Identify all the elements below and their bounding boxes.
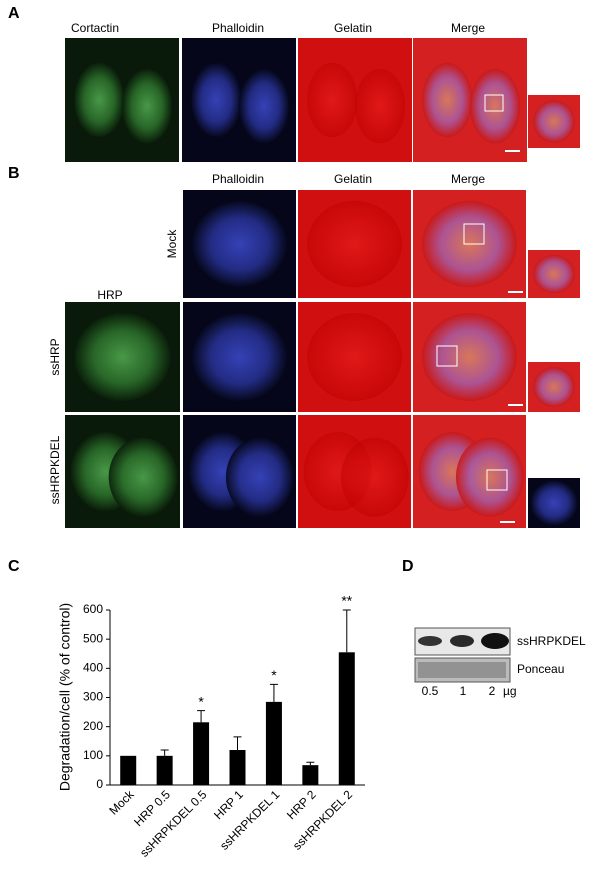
- row-label: Mock: [165, 229, 179, 259]
- column-label: Cortactin: [71, 21, 119, 35]
- y-tick-label: 500: [83, 631, 103, 645]
- lane-label: 1: [460, 684, 467, 698]
- cell: [422, 313, 517, 401]
- column-label: Merge: [451, 21, 485, 35]
- y-tick-label: 0: [96, 777, 103, 791]
- zoom-box: [463, 223, 485, 245]
- cell: [307, 200, 402, 288]
- cell: [192, 200, 287, 288]
- cell: [74, 313, 171, 401]
- column-label: Phalloidin: [212, 21, 264, 35]
- band: [418, 662, 506, 678]
- zoom-box: [486, 469, 508, 491]
- cell: [530, 480, 578, 526]
- column-label: Merge: [451, 172, 485, 186]
- column-label: Phalloidin: [212, 172, 264, 186]
- band: [481, 633, 509, 649]
- cell: [225, 437, 294, 517]
- y-tick-label: 400: [83, 661, 103, 675]
- bar: [302, 765, 319, 785]
- x-tick-label: HRP 1: [211, 787, 246, 822]
- lane-label: 2: [489, 684, 496, 698]
- row-label: ssHRPKDEL: [48, 435, 62, 504]
- cell: [191, 62, 242, 138]
- zoom-box: [436, 345, 458, 367]
- y-axis-label: Degradation/cell (% of control): [57, 603, 73, 791]
- y-tick-label: 100: [83, 748, 103, 762]
- x-tick-label: Mock: [106, 787, 137, 818]
- significance: **: [341, 593, 352, 609]
- bar: [156, 755, 173, 785]
- cell: [422, 62, 473, 138]
- y-tick-label: 300: [83, 690, 103, 704]
- significance: *: [198, 693, 204, 709]
- unit-label: µg: [503, 684, 517, 698]
- significance: *: [271, 667, 277, 683]
- cell: [74, 62, 125, 138]
- lane-label: 0.5: [422, 684, 439, 698]
- micrographs: [65, 38, 580, 528]
- row-label: ssHRP: [48, 338, 62, 375]
- cell: [122, 69, 173, 144]
- y-tick-label: 600: [83, 602, 103, 616]
- cell: [455, 437, 524, 517]
- cell: [340, 437, 409, 517]
- y-tick-label: 200: [83, 719, 103, 733]
- cell: [238, 69, 290, 144]
- column-label: HRP: [97, 288, 122, 302]
- x-tick-label: ssHRPKDEL 0.5: [137, 787, 210, 860]
- bar: [265, 701, 282, 785]
- cell: [533, 367, 575, 407]
- band: [450, 635, 474, 647]
- bar: [120, 755, 137, 785]
- panel-label: C: [8, 558, 20, 575]
- bar: [229, 750, 246, 785]
- bar: [338, 652, 355, 785]
- band: [418, 636, 442, 646]
- panel-label: A: [8, 5, 20, 22]
- panel-label: D: [402, 558, 414, 575]
- band-label: ssHRPKDEL: [517, 634, 586, 648]
- cell: [192, 313, 287, 401]
- band-label: Ponceau: [517, 662, 564, 676]
- column-label: Gelatin: [334, 172, 372, 186]
- x-tick-label: HRP 2: [284, 787, 319, 822]
- panel-label: B: [8, 165, 20, 182]
- cell: [533, 100, 575, 143]
- cell: [307, 62, 358, 138]
- cell: [470, 69, 521, 144]
- cell: [355, 69, 406, 144]
- cell: [533, 254, 575, 294]
- cell: [307, 313, 402, 401]
- column-label: Gelatin: [334, 21, 372, 35]
- zoom-box: [484, 94, 504, 112]
- cell: [108, 437, 178, 517]
- bar: [193, 722, 210, 785]
